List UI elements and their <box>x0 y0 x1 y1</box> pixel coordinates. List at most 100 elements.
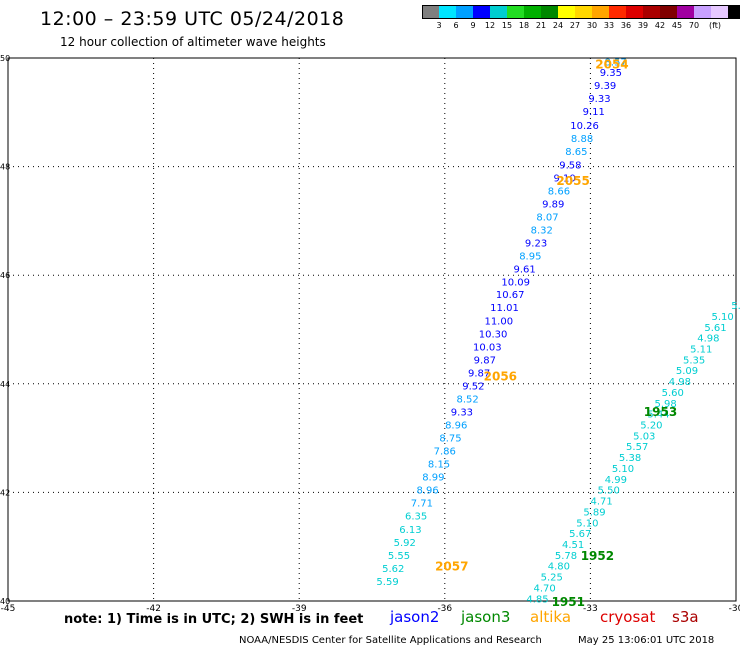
color-scale-label: 27 <box>569 21 581 30</box>
color-scale-label: 15 <box>501 21 513 30</box>
track-a-swh-label: 8.57 <box>605 57 627 68</box>
color-scale-swatch <box>694 5 711 19</box>
track-a-swh-label: 8.75 <box>439 434 461 445</box>
color-scale-frame <box>422 5 740 19</box>
color-scale-swatch <box>660 5 677 19</box>
track-a-swh-label: 8.15 <box>428 460 450 471</box>
track-b-swh-label: 4.98 <box>697 334 719 345</box>
track-a-swh-label: 9.33 <box>588 94 610 105</box>
track-a-swh-label: 8.95 <box>519 252 541 263</box>
color-scale-label: 42 <box>654 21 666 30</box>
track-a-swh-label: 10.67 <box>496 290 525 301</box>
color-scale-swatch <box>473 5 490 19</box>
track-a-swh-label: 10.30 <box>479 329 508 340</box>
track-a-swh-label: 6.35 <box>405 512 427 523</box>
color-scale-swatch <box>643 5 660 19</box>
track-b-swh-label: 5.10 <box>612 464 634 475</box>
page-subtitle: 12 hour collection of altimeter wave hei… <box>60 35 326 49</box>
color-scale-swatch <box>541 5 558 19</box>
y-tick-label: 40 <box>0 597 10 606</box>
color-scale-swatch <box>728 5 740 19</box>
pass-time-label: 2056 <box>484 370 517 384</box>
track-a-swh-label: 9.89 <box>542 200 564 211</box>
track-a-swh-label: 9.58 <box>559 160 581 171</box>
credit-line: NOAA/NESDIS Center for Satellite Applica… <box>239 635 542 646</box>
track-b-swh-label: 5.60 <box>662 388 684 399</box>
track-a-swh-label: 9.52 <box>462 381 484 392</box>
track-a-swh-label: 9.39 <box>594 81 616 92</box>
track-a-swh-label: 11.01 <box>490 303 519 314</box>
track-b-swh-label: 5.25 <box>541 573 563 584</box>
color-scale-swatch <box>626 5 643 19</box>
track-a-swh-label: 9.61 <box>513 265 535 276</box>
x-tick-label: -36 <box>437 604 452 614</box>
track-b-swh-label: 5.38 <box>619 453 641 464</box>
plot-frame <box>7 57 737 602</box>
track-b-swh-label: 5.57 <box>626 442 648 453</box>
generation-timestamp: May 25 13:06:01 UTC 2018 <box>578 635 715 646</box>
track-a-swh-label: 8.88 <box>571 134 593 145</box>
pass-time-label: 2057 <box>435 560 468 574</box>
track-a-swh-label: 5.62 <box>382 564 404 575</box>
color-scale-swatch <box>609 5 626 19</box>
pass-time-label: 2055 <box>556 174 589 188</box>
legend-jason2: jason2 <box>390 608 440 626</box>
legend-s3a: s3a <box>672 608 699 626</box>
legend-cryosat: cryosat <box>600 608 656 626</box>
x-tick-label: -39 <box>292 604 307 614</box>
color-scale-swatch <box>592 5 609 19</box>
color-scale-label: 3 <box>436 21 442 30</box>
pass-time-label: 1952 <box>581 549 614 563</box>
track-a-swh-label: 8.52 <box>457 394 479 405</box>
track-a-swh-label: 9.87 <box>468 368 490 379</box>
track-b-swh-label: 5.10 <box>576 518 598 529</box>
color-scale-label: 70 <box>688 21 700 30</box>
x-tick-label: -33 <box>583 604 598 614</box>
track-b-swh-label: 5.89 <box>583 507 605 518</box>
color-scale-label: 9 <box>470 21 476 30</box>
color-scale-label: 33 <box>603 21 615 30</box>
track-b-swh-label: 4.99 <box>605 475 627 486</box>
track-b-swh-label: 4.85 <box>526 594 548 605</box>
track-a-swh-label: 7.86 <box>434 447 456 458</box>
track-a-swh-label: 8.32 <box>531 226 553 237</box>
color-scale-swatch <box>711 5 728 19</box>
track-a-swh-label: 5.59 <box>376 577 398 588</box>
color-scale-label: 45 <box>671 21 683 30</box>
y-tick-label: 42 <box>0 488 10 497</box>
track-b-swh-label: 5.09 <box>676 366 698 377</box>
track-b-swh-label: 5.35 <box>683 355 705 366</box>
color-scale-swatch <box>677 5 694 19</box>
legend-altika: altika <box>530 608 572 626</box>
track-b-swh-label: 4.70 <box>534 583 556 594</box>
x-tick-label: -42 <box>146 604 161 614</box>
x-tick-label: -30 <box>729 604 740 614</box>
track-a-swh-label: 9.10 <box>554 173 576 184</box>
footer-note: note: 1) Time is in UTC; 2) SWH is in fe… <box>64 612 364 627</box>
track-b-swh-label: 5.44 <box>647 410 669 421</box>
y-tick-label: 44 <box>0 380 10 389</box>
track-a-swh-label: 8.65 <box>565 147 587 158</box>
track-b-swh-label: 4.51 <box>562 540 584 551</box>
track-a-swh-label: 9.33 <box>451 407 473 418</box>
track-a-swh-label: 7.71 <box>411 499 433 510</box>
track-b-swh-label: 4.80 <box>548 562 570 573</box>
track-b-swh-label: 5.20 <box>640 421 662 432</box>
color-scale-label: 6 <box>453 21 459 30</box>
color-scale-label: 30 <box>586 21 598 30</box>
track-a-swh-label: 5.55 <box>388 551 410 562</box>
color-scale-unit: (ft) <box>709 21 722 30</box>
color-scale-swatch <box>456 5 473 19</box>
pass-time-label: 1951 <box>552 595 585 609</box>
track-b-swh-label: 5.50 <box>598 486 620 497</box>
legend-jason3: jason3 <box>461 608 511 626</box>
color-scale-swatch <box>575 5 592 19</box>
track-a-swh-label: 8.96 <box>445 421 467 432</box>
track-a-swh-label: 10.03 <box>473 342 502 353</box>
page-title: 12:00 – 23:59 UTC 05/24/2018 <box>40 8 345 30</box>
color-scale-swatch <box>422 5 439 19</box>
track-a-swh-label: 9.87 <box>474 355 496 366</box>
color-scale-label: 21 <box>535 21 547 30</box>
y-tick-label: 50 <box>0 54 10 63</box>
